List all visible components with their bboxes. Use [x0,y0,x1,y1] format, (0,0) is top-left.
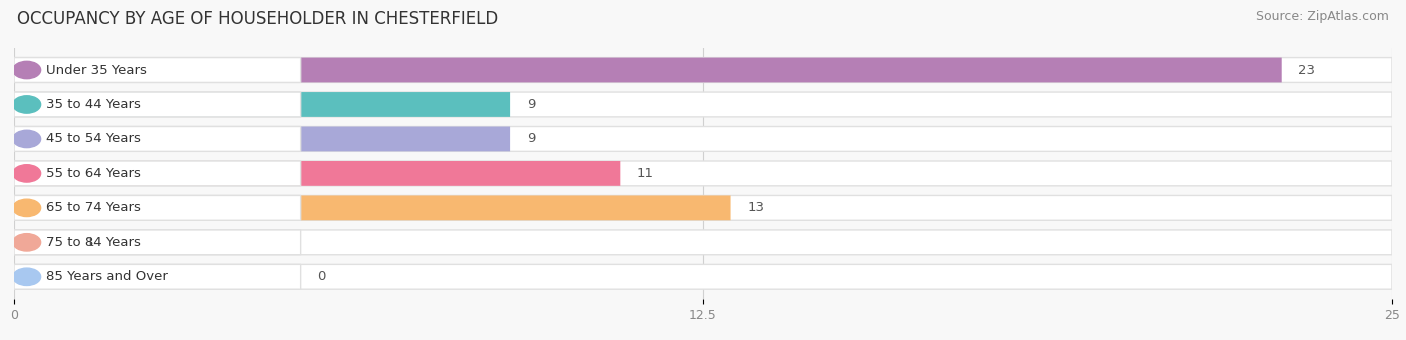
FancyBboxPatch shape [14,230,69,255]
Text: 23: 23 [1298,64,1315,76]
FancyBboxPatch shape [14,126,301,151]
FancyBboxPatch shape [14,57,301,82]
Text: 9: 9 [527,98,536,111]
Circle shape [13,199,41,217]
Circle shape [13,268,41,286]
FancyBboxPatch shape [14,195,1392,220]
FancyBboxPatch shape [14,57,1392,82]
FancyBboxPatch shape [14,92,1392,117]
FancyBboxPatch shape [14,161,301,186]
Circle shape [13,96,41,113]
FancyBboxPatch shape [14,57,1282,82]
Circle shape [13,130,41,148]
FancyBboxPatch shape [14,195,731,220]
Text: 1: 1 [86,236,94,249]
Text: 11: 11 [637,167,654,180]
Text: Under 35 Years: Under 35 Years [46,64,146,76]
Text: 75 to 84 Years: 75 to 84 Years [46,236,141,249]
Text: 13: 13 [747,201,763,214]
Circle shape [13,61,41,79]
FancyBboxPatch shape [14,161,1392,186]
Circle shape [13,234,41,251]
FancyBboxPatch shape [14,126,510,151]
FancyBboxPatch shape [14,195,301,220]
Text: 85 Years and Over: 85 Years and Over [46,270,167,283]
Text: 55 to 64 Years: 55 to 64 Years [46,167,141,180]
FancyBboxPatch shape [14,92,510,117]
Text: Source: ZipAtlas.com: Source: ZipAtlas.com [1256,10,1389,23]
Text: 35 to 44 Years: 35 to 44 Years [46,98,141,111]
Text: 0: 0 [318,270,326,283]
Circle shape [13,165,41,182]
FancyBboxPatch shape [14,265,301,289]
FancyBboxPatch shape [14,92,301,117]
FancyBboxPatch shape [14,126,1392,151]
Text: 45 to 54 Years: 45 to 54 Years [46,133,141,146]
FancyBboxPatch shape [14,230,1392,255]
Text: OCCUPANCY BY AGE OF HOUSEHOLDER IN CHESTERFIELD: OCCUPANCY BY AGE OF HOUSEHOLDER IN CHEST… [17,10,498,28]
Text: 9: 9 [527,133,536,146]
Text: 65 to 74 Years: 65 to 74 Years [46,201,141,214]
FancyBboxPatch shape [14,230,301,255]
FancyBboxPatch shape [14,265,1392,289]
FancyBboxPatch shape [14,161,620,186]
